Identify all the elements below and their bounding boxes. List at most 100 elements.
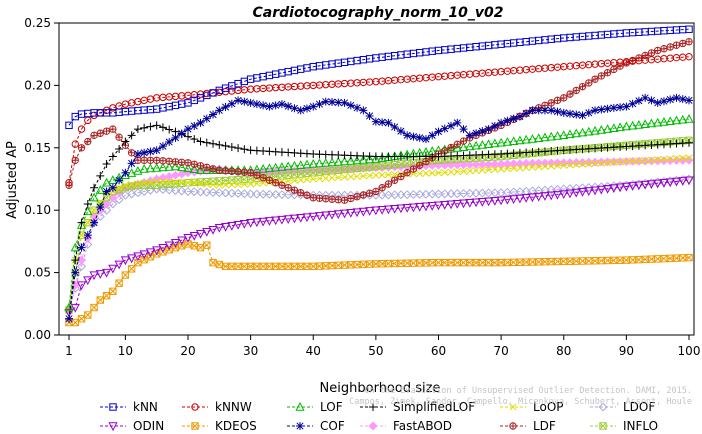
data-point: [246, 189, 256, 199]
series-line: [68, 97, 690, 319]
legend-label: SimplifiedLOF: [393, 400, 475, 414]
data-point: [384, 259, 393, 268]
data-point: [220, 222, 231, 232]
data-point: [365, 111, 374, 120]
data-point: [297, 176, 305, 184]
data-point: [340, 196, 349, 204]
data-point: [672, 93, 681, 102]
data-point: [314, 212, 325, 221]
data-point: [685, 52, 693, 61]
data-point: [584, 182, 594, 192]
data-point: [440, 201, 450, 210]
data-point: [140, 156, 148, 164]
data-point: [465, 160, 475, 170]
data-point: [584, 108, 593, 117]
legend-label: LDF: [533, 419, 556, 433]
data-point: [585, 79, 593, 87]
data-point: [396, 190, 406, 200]
data-point: [628, 99, 637, 108]
data-point: [278, 181, 286, 189]
data-point: [145, 248, 156, 258]
data-point: [159, 178, 167, 186]
data-point: [671, 156, 681, 166]
data-point: [214, 223, 224, 233]
data-point: [653, 179, 663, 189]
data-point: [615, 122, 625, 132]
data-point: [303, 175, 311, 184]
legend-item-knn: kNN: [100, 400, 158, 414]
data-point: [685, 25, 693, 33]
data-point: [496, 159, 506, 169]
data-point: [271, 162, 281, 172]
data-point: [126, 254, 137, 264]
data-point: [209, 139, 218, 148]
data-point: [290, 176, 299, 185]
data-point: [247, 180, 255, 188]
series-knn: [65, 25, 693, 130]
legend-label: COF: [320, 419, 345, 433]
data-point: [283, 190, 293, 200]
data-point: [208, 225, 218, 235]
data-point: [278, 177, 286, 186]
data-point: [390, 190, 400, 200]
data-point: [90, 303, 98, 312]
data-point: [559, 190, 569, 200]
y-tick-label: 0.00: [24, 328, 51, 342]
data-point: [546, 185, 556, 195]
data-point: [496, 196, 506, 206]
data-point: [365, 190, 375, 200]
data-point: [259, 262, 267, 271]
data-point: [284, 262, 292, 271]
data-point: [121, 271, 130, 279]
data-point: [240, 180, 248, 188]
data-point: [215, 260, 224, 269]
series-line: [69, 243, 690, 323]
data-point: [328, 98, 337, 107]
data-point: [666, 155, 674, 163]
data-point: [259, 174, 267, 182]
data-point: [347, 173, 355, 181]
data-point: [415, 133, 424, 142]
data-point: [371, 117, 380, 126]
data-point: [209, 258, 217, 267]
data-point: [302, 104, 311, 113]
data-point: [391, 170, 399, 179]
data-point: [190, 121, 199, 130]
data-point: [547, 162, 555, 170]
data-point: [403, 131, 412, 140]
data-point: [653, 98, 662, 107]
data-point: [390, 205, 400, 214]
data-point: [634, 181, 644, 191]
x-axis-label: Neighborhood size: [320, 381, 441, 396]
data-point: [366, 172, 374, 180]
data-point: [228, 167, 236, 175]
data-point: [208, 187, 218, 197]
data-point: [596, 185, 606, 195]
data-point: [265, 176, 274, 184]
data-point: [271, 101, 280, 110]
data-point: [302, 213, 312, 223]
data-point: [95, 270, 105, 279]
data-point: [421, 202, 431, 212]
data-point: [65, 179, 73, 187]
data-point: [190, 242, 198, 250]
series-line: [68, 118, 690, 308]
data-point: [384, 118, 393, 127]
data-point: [415, 189, 425, 199]
data-point: [659, 179, 669, 188]
data-point: [177, 129, 186, 138]
legend-marker: [295, 401, 305, 411]
data-point: [277, 215, 287, 225]
data-point: [303, 191, 311, 199]
data-point: [415, 203, 425, 212]
data-point: [121, 137, 130, 146]
data-point: [309, 169, 317, 177]
data-point: [302, 159, 312, 169]
data-point: [396, 204, 406, 214]
data-point: [452, 142, 462, 152]
data-point: [577, 188, 588, 197]
data-point: [502, 195, 513, 205]
data-point: [540, 132, 550, 142]
data-point: [484, 159, 494, 169]
data-point: [535, 163, 543, 171]
